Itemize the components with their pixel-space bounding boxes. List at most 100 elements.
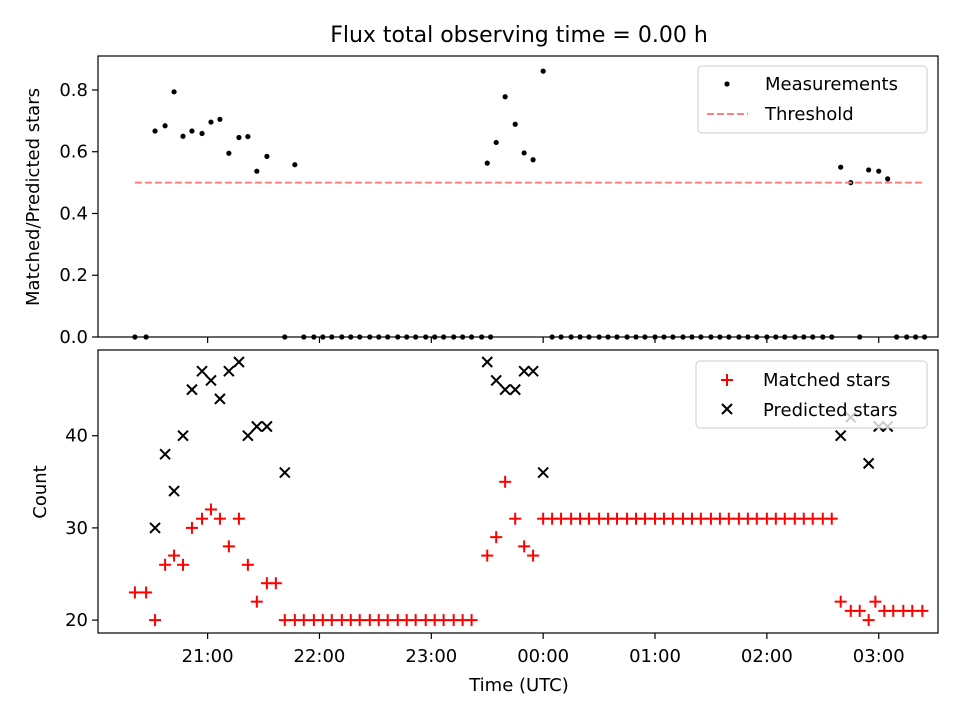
matched-stars-point: [862, 614, 875, 627]
ratio-panel: 0.00.20.40.60.8 Matched/Predicted stars …: [23, 55, 939, 348]
legend-predicted-x-icon: [721, 403, 733, 415]
x-tick-label: 22:00: [294, 646, 346, 667]
count-legend: Matched stars Predicted stars: [695, 360, 928, 429]
measurement-point: [885, 176, 891, 182]
matched-stars-point: [232, 512, 245, 525]
matched-stars-point: [509, 512, 522, 525]
legend-matched-plus-icon: [721, 374, 733, 386]
measurement-point: [292, 162, 298, 168]
measurement-point: [512, 121, 518, 127]
predicted-stars-point: [490, 374, 502, 387]
matched-stars-point: [778, 512, 791, 525]
matched-stars-point: [128, 586, 141, 599]
matched-stars-point: [381, 614, 394, 627]
x-tick-label: 01:00: [629, 646, 681, 667]
x-tick-label: 23:00: [405, 646, 457, 667]
matched-stars-point: [806, 512, 819, 525]
ratio-legend: Measurements Threshold: [697, 65, 928, 134]
matched-stars-point: [638, 512, 651, 525]
predicted-stars-point: [205, 374, 217, 387]
measurement-point: [521, 150, 527, 156]
x-tick-label: 03:00: [853, 646, 905, 667]
matched-stars-point: [722, 512, 735, 525]
measurement-point: [152, 128, 158, 134]
matched-stars-point: [278, 614, 291, 627]
predicted-stars-point: [499, 383, 511, 396]
measurement-point: [484, 160, 490, 166]
matched-stars-point: [610, 512, 623, 525]
ratio-x-ticks: [207, 337, 880, 343]
matched-stars-point: [196, 512, 209, 525]
predicted-stars-point: [214, 393, 226, 405]
count-y-axis: 20 30 40: [65, 426, 98, 631]
measurement-point: [245, 133, 251, 140]
matched-stars-point: [353, 614, 366, 627]
matched-stars-point: [499, 475, 512, 488]
matched-stars-point: [185, 521, 198, 534]
measurement-point: [236, 134, 242, 141]
y-tick-label: 0.6: [59, 142, 88, 163]
matched-stars-point: [527, 549, 540, 562]
predicted-stars-point: [168, 485, 180, 497]
matched-stars-point: [834, 595, 847, 608]
y-tick-label: 0.2: [59, 265, 88, 286]
count-panel: 20 30 40 21:00 22:00 23:00 00:00 01:00 02:00 03:…: [30, 349, 939, 696]
measurement-point: [199, 130, 205, 137]
x-tick-label: 21:00: [182, 646, 234, 667]
chart-title: Flux total observing time = 0.00 h: [330, 23, 708, 48]
count-plot-area: [128, 356, 929, 627]
matched-stars-point: [409, 614, 422, 627]
x-tick-label: 00:00: [517, 646, 569, 667]
measurement-point: [866, 167, 872, 173]
predicted-stars-point: [177, 430, 189, 442]
y-tick-label: 0.0: [59, 327, 88, 348]
matched-stars-point: [583, 512, 596, 525]
predicted-stars-point: [251, 420, 263, 433]
predicted-stars-point: [261, 420, 273, 433]
matched-stars-point: [465, 614, 478, 627]
matched-stars-point: [869, 595, 882, 608]
legend-threshold-label: Threshold: [764, 104, 854, 125]
matched-stars-point: [159, 558, 172, 571]
matched-stars-point: [825, 512, 838, 525]
matched-stars-point: [437, 614, 450, 627]
measurement-point: [208, 119, 214, 125]
matched-stars-point: [887, 604, 900, 617]
ratio-legend-box: [697, 65, 928, 134]
matched-stars-point: [555, 512, 568, 525]
predicted-stars-point: [509, 383, 521, 396]
y-tick-label: 20: [65, 610, 88, 631]
predicted-stars-point: [481, 356, 493, 368]
y-tick-label: 30: [65, 518, 88, 539]
predicted-stars-point: [242, 430, 254, 442]
matched-stars-point: [490, 531, 503, 544]
measurement-point: [171, 89, 177, 95]
predicted-stars-point: [518, 365, 530, 377]
measurement-point: [540, 68, 546, 74]
ratio-panel-frame: [97, 55, 939, 338]
measurement-point: [530, 157, 536, 163]
legend-predicted-label: Predicted stars: [763, 400, 897, 421]
measurement-point: [264, 153, 270, 159]
measurement-point: [180, 133, 186, 139]
measurement-point: [226, 150, 232, 156]
matched-stars-point: [297, 614, 310, 627]
matched-stars-point: [325, 614, 338, 627]
matched-stars-point: [853, 604, 866, 617]
y-tick-label: 0.8: [59, 80, 88, 101]
matched-stars-point: [916, 604, 929, 617]
predicted-stars-point: [279, 466, 291, 479]
ratio-y-axis-label: Matched/Predicted stars: [23, 88, 44, 306]
measurement-point: [493, 139, 499, 146]
measurement-point: [502, 94, 508, 100]
predicted-stars-point: [834, 430, 847, 442]
measurement-point: [189, 128, 195, 134]
matched-stars-point: [204, 503, 217, 516]
predicted-stars-point: [149, 522, 161, 534]
y-tick-label: 40: [65, 426, 88, 447]
matched-stars-point: [222, 540, 235, 553]
matched-stars-point: [213, 512, 226, 525]
ratio-y-axis: 0.0 0.2 0.4 0.6 0.8: [59, 80, 98, 348]
predicted-stars-point: [196, 365, 208, 377]
